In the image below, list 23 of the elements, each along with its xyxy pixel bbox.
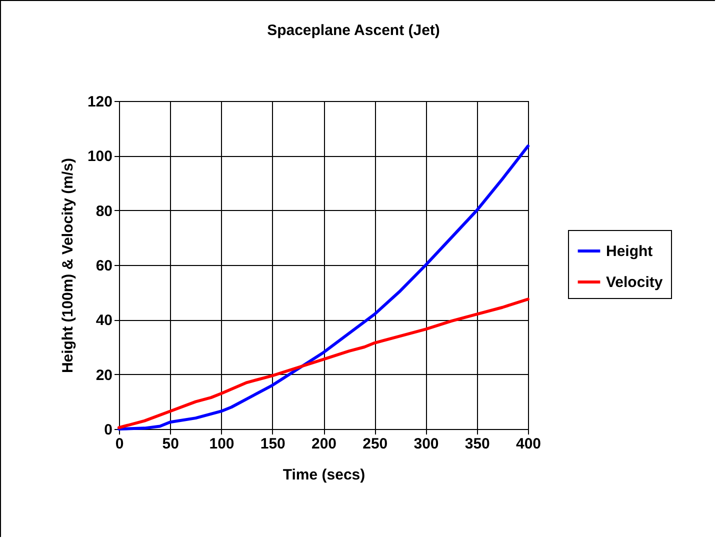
legend-label: Velocity [606, 274, 664, 291]
x-tick-label: 200 [311, 436, 337, 452]
x-tick-label: 100 [209, 436, 234, 452]
y-tick-label: 80 [96, 202, 112, 220]
chart-title: Spaceplane Ascent (Jet) [267, 22, 440, 39]
y-tick-label: 100 [87, 148, 112, 166]
y-tick-label: 40 [96, 312, 112, 330]
y-tick-label: 60 [96, 258, 112, 274]
x-tick-label: 400 [516, 436, 542, 452]
x-axis-title: Time (secs) [282, 466, 366, 484]
x-tick-label: 300 [414, 436, 439, 452]
y-tick-label: 120 [87, 94, 112, 110]
line-series [118, 144, 530, 430]
x-tick-label: 350 [464, 436, 490, 452]
x-tick-label: 150 [260, 436, 286, 452]
y-tick-label: 20 [96, 366, 112, 384]
y-tick-label: 0 [104, 422, 112, 438]
y-axis-title: Height (100m) & Velocity (m/s) [59, 158, 76, 374]
x-tick-label: 250 [362, 436, 388, 452]
x-tick-label: 0 [115, 436, 124, 452]
line-series [118, 298, 530, 430]
legend-label: Height [606, 243, 653, 260]
x-tick-label: 50 [162, 436, 179, 452]
